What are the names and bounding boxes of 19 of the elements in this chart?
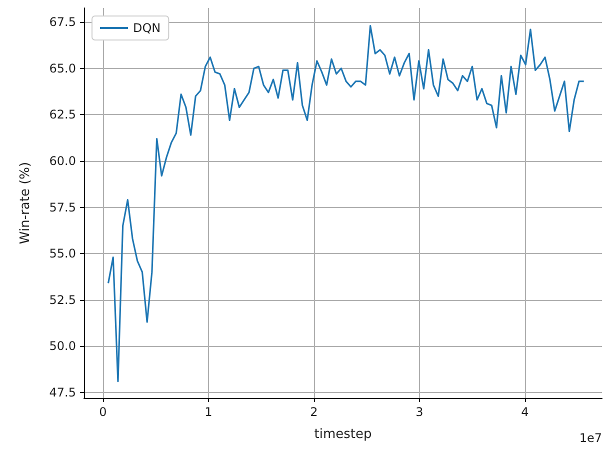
- y-tick-label: 67.5: [49, 15, 76, 30]
- x-axis-title: timestep: [314, 427, 372, 442]
- y-axis-title: Win-rate (%): [18, 162, 33, 244]
- x-tick-label: 3: [416, 405, 424, 419]
- x-tick-label: 1: [204, 405, 212, 419]
- y-tick-label: 65.0: [49, 61, 76, 76]
- y-tick-label: 55.0: [49, 246, 76, 261]
- y-tick-label: 47.5: [49, 385, 76, 400]
- line-series: [107, 24, 585, 382]
- legend-label: DQN: [133, 21, 161, 35]
- y-tick-label: 50.0: [49, 339, 76, 354]
- y-tick-label: 62.5: [49, 108, 76, 122]
- y-tick-label: 60.0: [49, 154, 76, 168]
- y-tick-label: 57.5: [49, 200, 76, 214]
- y-tick-label: 52.5: [49, 292, 76, 307]
- x-tick-label: 2: [310, 405, 318, 419]
- x-tick-label: 0: [99, 405, 107, 419]
- x-tick-label: 4: [521, 405, 529, 419]
- text: 1e7: [579, 431, 602, 445]
